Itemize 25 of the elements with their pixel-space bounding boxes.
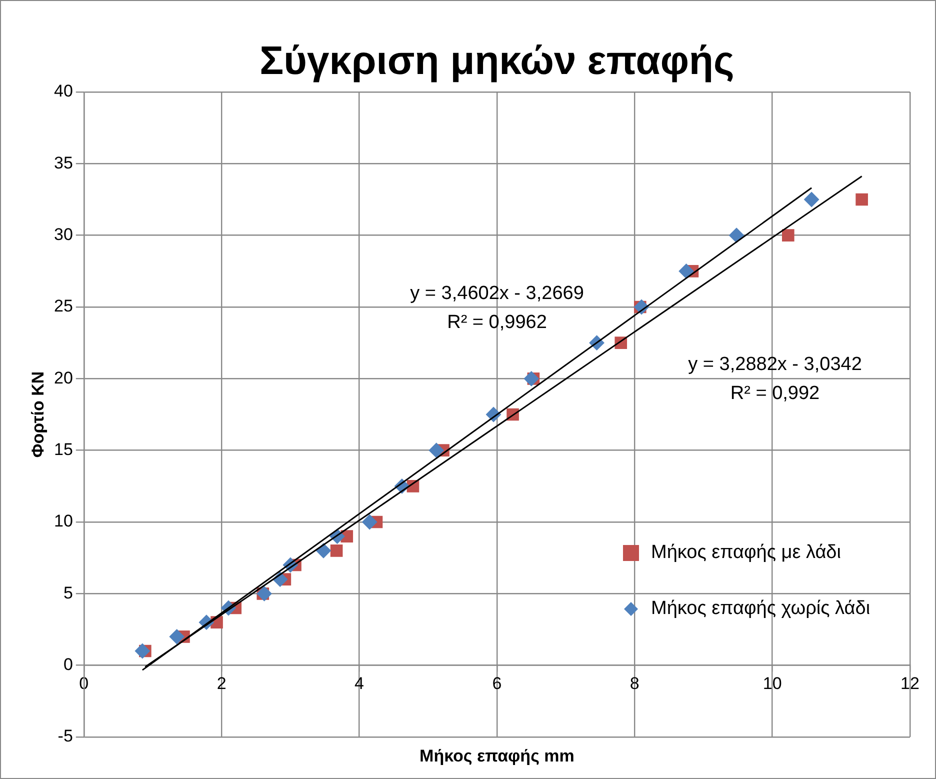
annotation: y = 3,2882x - 3,0342 [688,354,862,376]
y-tick-label: 0 [63,655,73,674]
x-axis-title: Μήκος επαφής mm [420,746,574,766]
y-tick-label: 5 [63,583,73,602]
legend-label: Μήκος επαφής με λάδι [651,542,841,564]
y-tick-label: 10 [54,512,73,531]
x-tick-label: 4 [354,674,364,694]
x-tick-label: 8 [630,674,640,694]
y-tick-label: 20 [54,368,73,388]
x-tick-label: 2 [216,674,226,694]
y-tick-label: 25 [54,296,73,316]
y-tick-label: -5 [58,726,73,746]
y-tick-label: 35 [54,153,73,172]
y-axis-title: Φορτίο KN [28,371,48,458]
legend-label: Μήκος επαφής χωρίς λάδι [651,598,870,620]
annotation: y = 3,4602x - 3,2669 [410,283,584,304]
y-tick-label: 40 [54,82,73,101]
x-tick-label: 12 [900,674,920,694]
x-tick-label: 10 [762,674,782,694]
y-tick-label: 15 [54,440,73,460]
y-tick-label: 30 [54,225,73,244]
x-tick-label: 6 [492,674,502,694]
chart-title: Σύγκριση μηκών επαφής [260,39,734,84]
annotation: R² = 0,992 [730,383,820,404]
annotation: R² = 0,9962 [447,312,547,334]
